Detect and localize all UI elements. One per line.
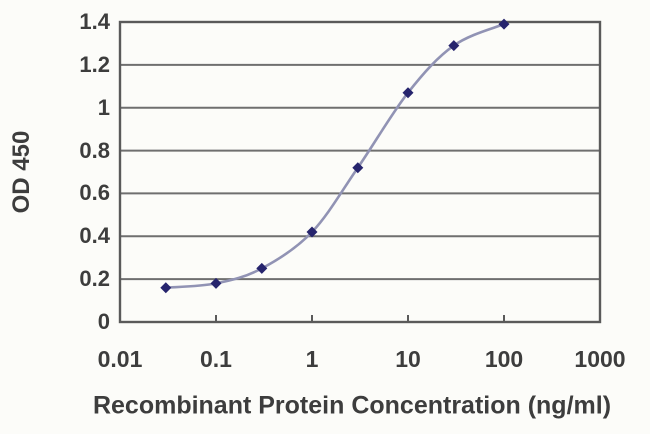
x-tick-label: 1 [305, 346, 319, 372]
y-tick-label: 1.4 [79, 9, 110, 34]
x-tick-label: 0.01 [97, 346, 143, 372]
y-tick-label: 0.2 [79, 266, 110, 292]
y-tick-label: 0.6 [79, 180, 110, 206]
data-point-marker [306, 226, 318, 238]
data-point-marker [352, 162, 364, 174]
data-point-marker [210, 277, 222, 289]
y-tick-label: 1.2 [79, 51, 110, 77]
data-point-marker [160, 282, 172, 294]
data-point-marker [256, 262, 268, 274]
y-tick-label: 0.8 [79, 137, 110, 163]
plot-frame [118, 20, 602, 324]
y-tick-label: 0.4 [79, 223, 110, 249]
data-point-marker [498, 18, 510, 30]
data-point-marker [402, 87, 414, 99]
x-tick-label: 1000 [574, 346, 626, 372]
y-tick-label: 1 [97, 94, 110, 120]
data-curve [164, 22, 506, 289]
x-tick-label: 100 [484, 346, 524, 372]
x-axis-title: Recombinant Protein Concentration (ng/ml… [92, 391, 612, 420]
x-tick-label: 0.1 [200, 346, 232, 372]
data-point-marker [448, 40, 460, 52]
y-tick-label: 0 [97, 309, 110, 334]
x-tick-label: 10 [395, 346, 421, 372]
